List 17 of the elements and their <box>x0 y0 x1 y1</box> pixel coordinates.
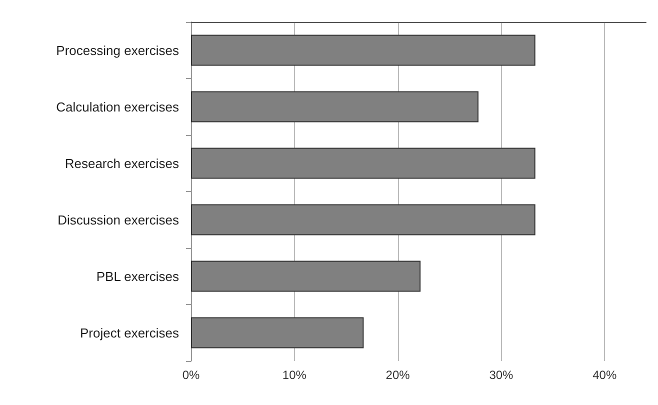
y-tick-label: Calculation exercises <box>56 99 180 114</box>
bar <box>191 317 364 348</box>
x-tick-label: 20% <box>386 368 410 382</box>
bar <box>191 204 536 236</box>
bar <box>191 260 421 292</box>
y-tick-label: Research exercises <box>64 156 180 171</box>
y-tick-label: PBL exercises <box>96 268 180 284</box>
y-tick-label: Discussion exercises <box>58 212 180 228</box>
bar <box>191 34 536 66</box>
x-tick-label: 40% <box>592 368 617 382</box>
x-tick-label: 10% <box>282 368 307 382</box>
y-tick-label: Project exercises <box>80 325 180 340</box>
x-tick-label: 30% <box>489 368 514 382</box>
y-tick-label: Processing exercises <box>56 42 180 58</box>
x-tick-label: 0% <box>182 368 200 382</box>
bar <box>191 91 478 122</box>
bar <box>191 148 536 179</box>
